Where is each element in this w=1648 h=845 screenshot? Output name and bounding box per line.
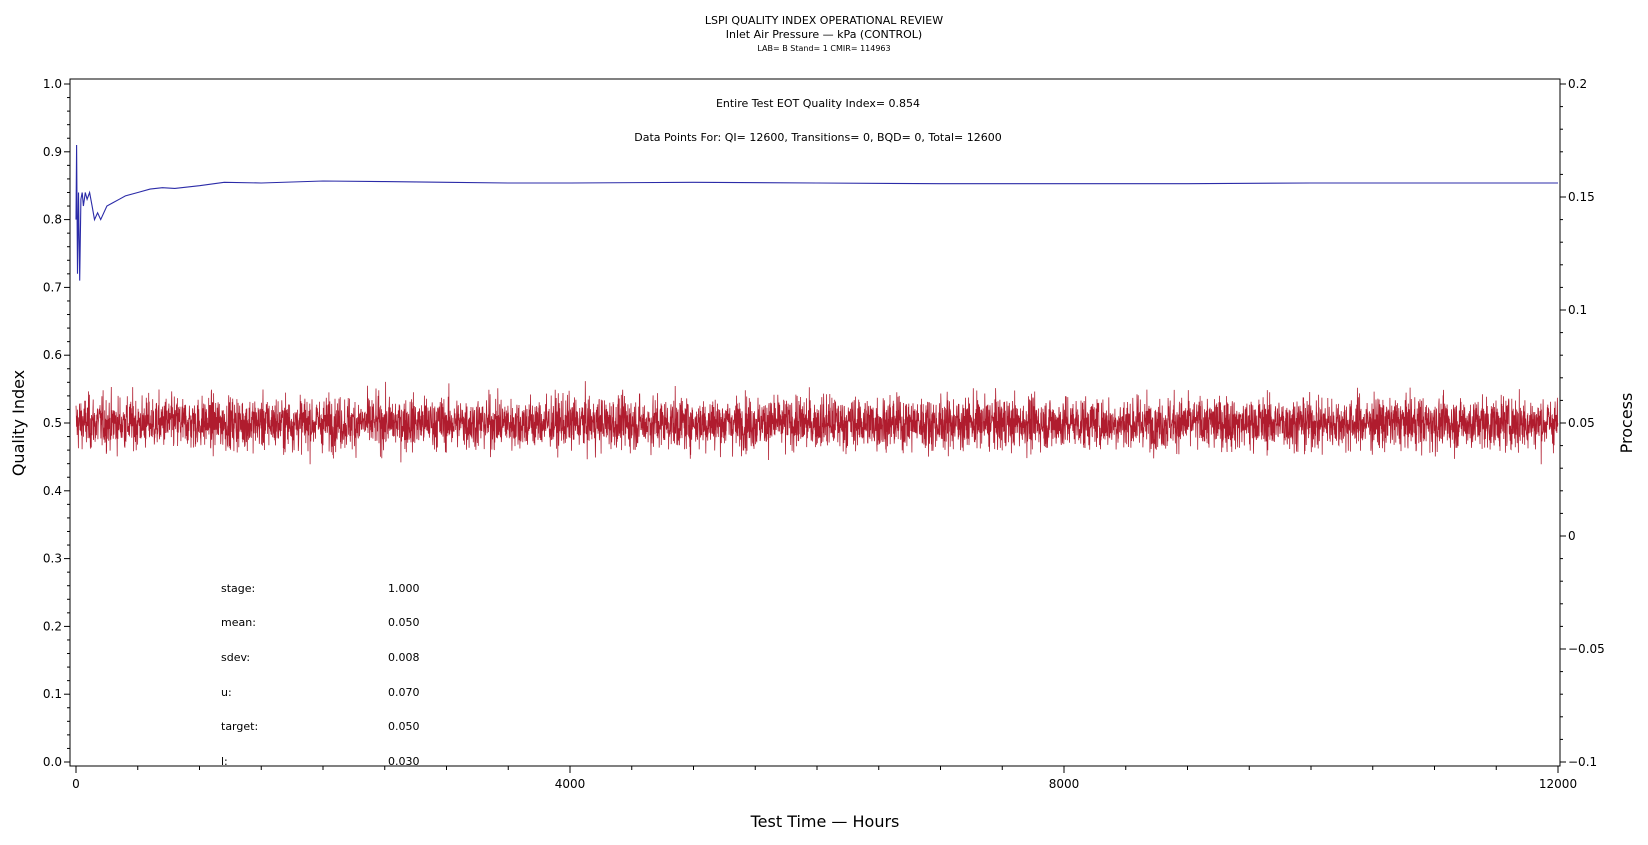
stat-value: 0.050 [388,720,420,733]
y-tick-label: 0.5 [43,416,62,430]
y2-tick-label: −0.1 [1568,755,1597,769]
y-tick-label: 1.0 [43,77,62,91]
x-tick-label: 4000 [555,777,586,791]
chart-title: LSPI QUALITY INDEX OPERATIONAL REVIEW [705,14,943,27]
y-axis-right: −0.1 −0.05 0 0.05 0.1 0.15 0.2 [1560,77,1605,769]
eot-quality-index-note: Entire Test EOT Quality Index= 0.854 [716,97,920,110]
y2-tick-label: −0.05 [1568,642,1605,656]
quality-index-series [75,144,1558,281]
stat-value: 1.000 [388,582,420,595]
x-tick-label: 12000 [1539,777,1577,791]
y2-tick-label: 0 [1568,529,1576,543]
stat-label: stage: [221,582,255,595]
y-tick-label: 0.4 [43,484,62,498]
y-tick-label: 0.0 [43,755,62,769]
chart-subtitle: Inlet Air Pressure — kPa (CONTROL) [726,28,922,41]
y2-tick-label: 0.05 [1568,416,1595,430]
x-tick-label: 0 [72,777,80,791]
y-tick-label: 0.2 [43,619,62,633]
y-tick-label: 0.3 [43,552,62,566]
stat-label: sdev: [221,651,250,664]
y-axis-label: Quality Index [9,370,28,476]
stat-value: 0.008 [388,651,420,664]
process-series [75,381,1559,465]
y-tick-label: 0.9 [43,145,62,159]
y-axis-left: 0.0 0.1 0.2 0.3 0.4 0.5 0.6 0.7 0.8 0.9 1.0 [43,77,70,769]
x-axis-label: Test Time — Hours [750,812,900,831]
quality-index-line [75,144,1558,281]
y2-tick-label: 0.1 [1568,303,1587,317]
y2-tick-label: 0.2 [1568,77,1587,91]
y-tick-label: 0.8 [43,213,62,227]
chart-subtitle-lab: LAB= B Stand= 1 CMIR= 114963 [757,44,890,53]
x-tick-label: 8000 [1049,777,1080,791]
y2-axis-label: Process [1617,393,1636,454]
y-tick-label: 0.7 [43,280,62,294]
y-tick-label: 0.6 [43,348,62,362]
stat-label: target: [221,720,258,733]
stat-value: 0.070 [388,686,420,699]
stat-value: 0.030 [388,755,420,768]
y-tick-label: 0.1 [43,687,62,701]
stat-value: 0.050 [388,616,420,629]
data-points-note: Data Points For: QI= 12600, Transitions=… [634,131,1002,144]
x-axis: 0 4000 8000 12000 [72,766,1577,791]
stat-label: mean: [221,616,256,629]
process-line [75,381,1559,465]
y2-tick-label: 0.15 [1568,190,1595,204]
stat-label: l: [221,755,228,768]
stats-block: stage: 1.000 mean: 0.050 sdev: 0.008 u: … [221,582,420,768]
stat-label: u: [221,686,232,699]
